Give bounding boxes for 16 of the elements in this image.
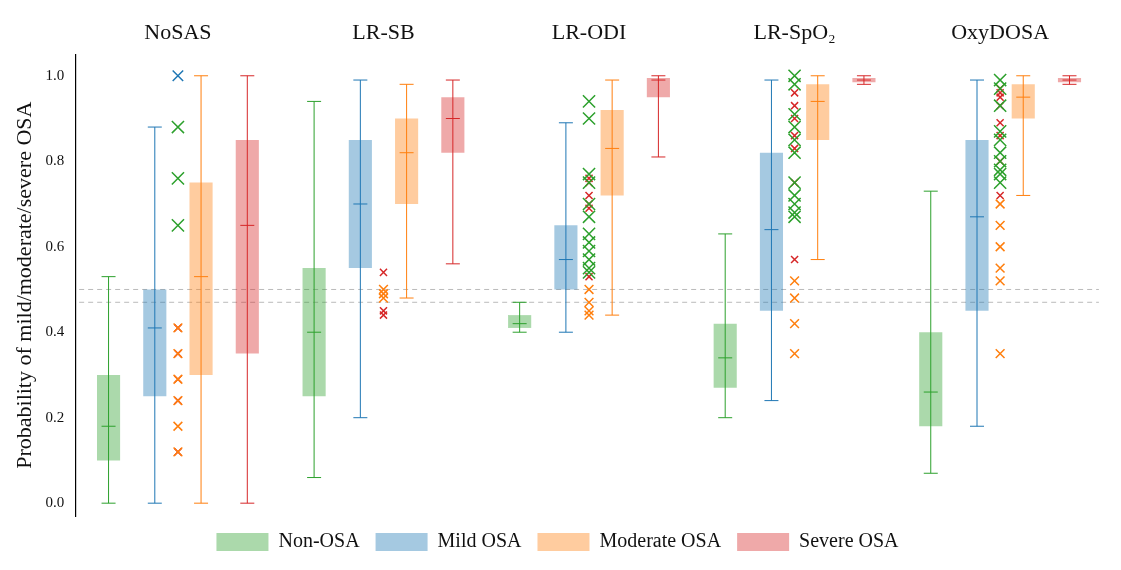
x-tick-label: OxyDOSA: [951, 18, 1050, 44]
legend-label: Moderate OSA: [599, 529, 722, 552]
y-tick-label: 0.2: [45, 408, 65, 425]
y-tick-label: 0.8: [45, 152, 65, 169]
x-tick-label: LR-SB: [352, 18, 415, 44]
legend-label: Non-OSA: [278, 529, 361, 552]
x-tick-label: NoSAS: [144, 18, 212, 44]
x-tick-label: LR-SpO₂: [753, 18, 836, 44]
y-tick-label: 1.0: [45, 66, 65, 83]
y-tick-label: 0.4: [45, 323, 65, 340]
x-tick-label: LR-ODI: [551, 18, 627, 44]
legend-label: Severe OSA: [799, 529, 900, 552]
y-tick-label: 0.0: [45, 494, 65, 511]
y-tick-label: 0.6: [45, 237, 65, 254]
y-axis-title: Probability of mild/moderate/severe OSA: [10, 101, 36, 469]
legend-label: Mild OSA: [437, 529, 523, 552]
